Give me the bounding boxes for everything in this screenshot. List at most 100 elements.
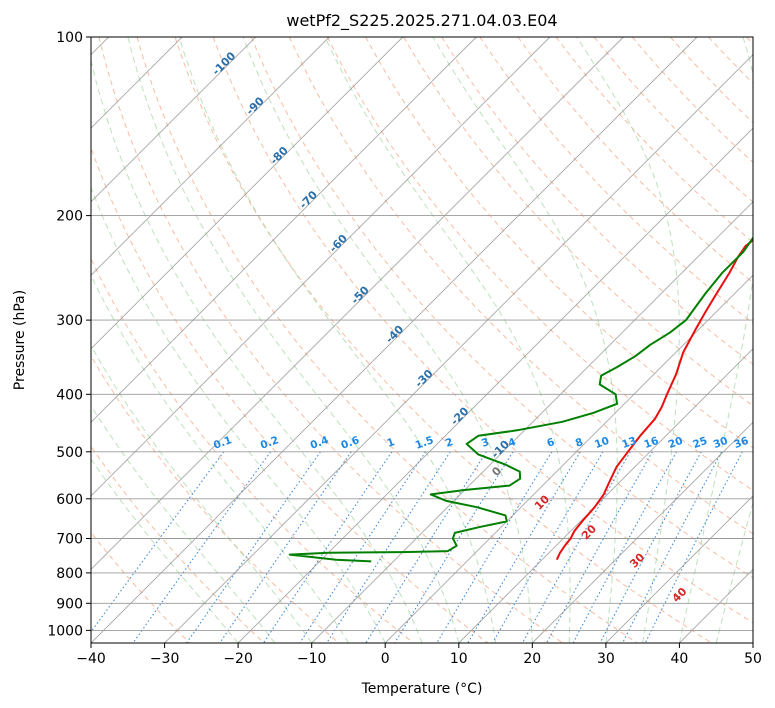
- dry-adiabat: [555, 37, 753, 243]
- dry-adiabat: [91, 146, 489, 643]
- isotherm: [237, 127, 753, 643]
- moist-adiabat: [678, 37, 753, 643]
- mixing-ratio-label: 0.1: [212, 434, 234, 452]
- plot-frame: [90, 36, 754, 644]
- y-axis: 1000 900 800 700 600 500 400 300 200 100: [47, 30, 91, 639]
- dry-adiabat: [91, 445, 265, 643]
- isotherm: [91, 37, 257, 203]
- dry-adiabat: [441, 37, 753, 365]
- x-tick-label: 20: [523, 651, 541, 667]
- dry-adiabat: [479, 37, 753, 324]
- dry-adiabat: [98, 37, 563, 643]
- mixing-ratio-label: 0.2: [259, 434, 281, 452]
- isotherm: [458, 348, 753, 643]
- isotherm-label: -50: [349, 283, 372, 306]
- moist-adiabat: [576, 37, 680, 643]
- mixing-ratio-label: 30: [712, 435, 730, 451]
- moist-adiabat: [242, 37, 533, 643]
- dry-adiabat: [631, 37, 753, 164]
- isotherm: [605, 495, 753, 643]
- mixing-ratio-line: [299, 451, 426, 643]
- dry-adiabat: [91, 531, 191, 643]
- mixing-ratio-line: [522, 451, 631, 643]
- isotherm: [311, 201, 753, 643]
- isotherm: [91, 37, 551, 497]
- mixing-ratio-label: 1: [385, 436, 396, 450]
- dry-adiabat: [670, 37, 753, 124]
- mixing-ratio-label: 6: [545, 436, 556, 450]
- dry-adiabat: [593, 37, 753, 203]
- isotherm: [91, 37, 624, 571]
- y-tick-label: 200: [56, 209, 83, 225]
- mixing-ratio-line: [326, 451, 451, 643]
- mixing-ratio-line: [219, 451, 352, 643]
- mixing-ratio-line: [132, 451, 272, 643]
- isotherm: [91, 37, 330, 276]
- y-tick-label: 900: [56, 596, 83, 612]
- mixing-ratio-label: 10: [593, 435, 611, 451]
- x-tick-label: −20: [223, 651, 253, 667]
- dry-adiabat: [517, 37, 753, 284]
- moist-adiabat: [324, 37, 571, 643]
- dry-adiabat: [403, 37, 753, 407]
- moist-adiabat: [91, 344, 313, 643]
- chart-title: wetPf2_S225.2025.271.04.03.E04: [286, 11, 557, 31]
- dry-adiabat: [91, 355, 340, 643]
- isotherm: [91, 37, 404, 350]
- y-tick-label: 700: [56, 532, 83, 548]
- dry-adiabat: [250, 37, 753, 579]
- mixing-ratio-line: [644, 451, 743, 643]
- mixing-ratio-line: [572, 451, 678, 643]
- isotherm: [531, 421, 753, 643]
- isotherm-label: -80: [268, 144, 291, 167]
- isotherm-label: -90: [244, 94, 267, 117]
- mixing-ratio-label: 3: [480, 436, 491, 450]
- isotherm: [164, 53, 753, 643]
- mixing-ratio-line: [365, 451, 487, 643]
- isotherm: [91, 37, 477, 423]
- isotherm-label: 10: [532, 492, 552, 512]
- mixing-ratio-label: 4: [506, 436, 517, 450]
- mixing-ratio-label: 16: [642, 435, 660, 451]
- x-axis: −40 −30 −20 −10 0 10 20 30 40 50: [76, 643, 762, 667]
- moist-adiabat: [715, 500, 753, 643]
- mixing-ratio-label: 25: [691, 435, 709, 451]
- mixing-ratio-label: 1.5: [414, 434, 436, 452]
- moist-adiabat: [91, 274, 349, 643]
- y-tick-label: 500: [56, 445, 83, 461]
- plot-series: [288, 236, 753, 563]
- x-axis-label: Temperature (°C): [361, 681, 483, 697]
- mixing-ratio-line: [622, 451, 723, 643]
- isotherm-label: -40: [383, 322, 406, 345]
- x-tick-label: 0: [381, 651, 390, 667]
- isotherm-label: 30: [627, 550, 647, 570]
- y-tick-label: 300: [56, 313, 83, 329]
- mixing-ratio-label: 2: [444, 436, 455, 450]
- y-tick-label: 100: [56, 30, 83, 46]
- isotherm: [91, 37, 698, 643]
- mixing-ratio-line: [263, 451, 393, 643]
- moist-adiabat: [91, 186, 386, 643]
- dewpoint-profile-line: [288, 236, 753, 563]
- mixing-ratio-line: [186, 451, 321, 643]
- x-tick-label: 40: [670, 651, 688, 667]
- mixing-ratio-label: 0.6: [339, 434, 361, 452]
- x-tick-label: 10: [450, 651, 468, 667]
- isotherm: [752, 642, 753, 643]
- dry-adiabat: [708, 37, 753, 84]
- moist-adiabat: [127, 37, 460, 643]
- dry-adiabat: [174, 37, 713, 643]
- mixing-ratio-label: 36: [732, 435, 750, 451]
- isotherm: [679, 568, 753, 643]
- y-tick-label: 800: [56, 566, 83, 582]
- isotherm-label: -30: [412, 367, 435, 390]
- mixing-ratio-line: [436, 451, 553, 643]
- x-tick-label: 30: [597, 651, 615, 667]
- mixing-ratio-label: 0.4: [309, 434, 331, 452]
- mixing-ratio-label: 20: [667, 435, 685, 451]
- moist-adiabat: [91, 404, 276, 643]
- dry-adiabat: [136, 37, 638, 643]
- y-axis-label: Pressure (hPa): [12, 290, 28, 390]
- x-tick-label: −10: [297, 651, 327, 667]
